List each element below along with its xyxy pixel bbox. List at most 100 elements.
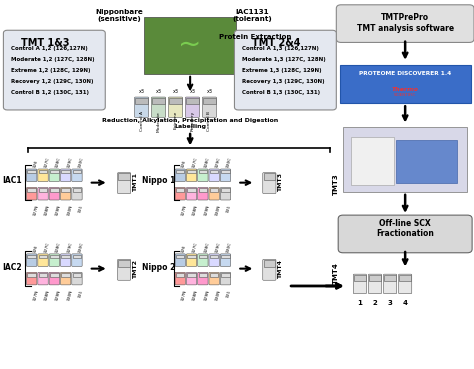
Text: 127C: 127C — [44, 241, 50, 253]
Bar — [187, 273, 196, 277]
Text: 127N: 127N — [181, 204, 188, 217]
FancyBboxPatch shape — [49, 187, 60, 200]
FancyBboxPatch shape — [235, 30, 337, 110]
Bar — [186, 98, 199, 104]
Bar — [400, 275, 411, 281]
Bar — [27, 170, 36, 173]
Text: 128N: 128N — [44, 204, 50, 217]
Bar — [136, 98, 148, 104]
Text: Extreme 1,3 (128C, 129N): Extreme 1,3 (128C, 129N) — [242, 68, 322, 73]
Text: TMT4: TMT4 — [278, 260, 283, 279]
Text: 130C: 130C — [77, 241, 84, 253]
FancyBboxPatch shape — [27, 272, 37, 285]
FancyBboxPatch shape — [198, 187, 208, 200]
Bar — [50, 188, 59, 192]
Bar — [144, 17, 236, 74]
Bar — [176, 255, 184, 258]
Text: 129C: 129C — [215, 241, 221, 253]
Text: Recovery: Recovery — [191, 111, 194, 131]
FancyBboxPatch shape — [175, 187, 185, 200]
Bar — [27, 188, 36, 192]
FancyBboxPatch shape — [337, 5, 474, 42]
FancyBboxPatch shape — [38, 187, 48, 200]
FancyBboxPatch shape — [175, 169, 185, 182]
Bar — [73, 170, 81, 173]
FancyBboxPatch shape — [353, 274, 366, 294]
Bar — [73, 273, 81, 277]
FancyBboxPatch shape — [49, 272, 60, 285]
Text: 127C: 127C — [192, 156, 199, 168]
Text: TMT3: TMT3 — [278, 173, 283, 192]
Text: x3: x3 — [173, 89, 179, 94]
Bar — [73, 255, 81, 258]
Text: 127N: 127N — [181, 289, 188, 301]
Bar — [210, 170, 219, 173]
Text: Extreme: Extreme — [173, 111, 178, 129]
Text: 4: 4 — [402, 300, 408, 306]
Bar — [339, 65, 471, 103]
FancyBboxPatch shape — [198, 272, 208, 285]
Text: 129N: 129N — [55, 289, 62, 301]
Bar — [354, 275, 365, 281]
Bar — [50, 170, 59, 173]
Text: x3: x3 — [155, 89, 162, 94]
Text: 129N: 129N — [55, 204, 62, 217]
Text: 128C: 128C — [55, 241, 62, 253]
Text: 127C: 127C — [44, 156, 50, 168]
Text: Nipponbare
(sensitive): Nipponbare (sensitive) — [96, 9, 143, 22]
Text: Recovery 1,2 (129C, 130N): Recovery 1,2 (129C, 130N) — [11, 79, 93, 85]
FancyBboxPatch shape — [152, 97, 165, 117]
Text: Control B 1,3 (130C, 131): Control B 1,3 (130C, 131) — [242, 90, 320, 96]
Bar — [27, 273, 36, 277]
Bar — [27, 255, 36, 258]
FancyBboxPatch shape — [135, 97, 149, 117]
Text: 131: 131 — [226, 289, 232, 298]
Text: TMT4: TMT4 — [333, 262, 338, 284]
FancyBboxPatch shape — [399, 274, 412, 294]
Text: Control A: Control A — [139, 111, 144, 131]
Text: 130N: 130N — [215, 289, 221, 301]
Text: TMT1: TMT1 — [133, 173, 137, 192]
Text: 129N: 129N — [203, 204, 210, 217]
Text: x3: x3 — [190, 89, 195, 94]
Text: 130N: 130N — [66, 289, 73, 301]
Text: Control A 1,2 (126,127N): Control A 1,2 (126,127N) — [11, 46, 88, 51]
Text: x3: x3 — [207, 89, 212, 94]
Text: 126: 126 — [181, 244, 187, 253]
Text: 129C: 129C — [66, 156, 73, 168]
FancyBboxPatch shape — [38, 272, 48, 285]
Text: IAC1: IAC1 — [2, 176, 22, 185]
Bar — [199, 170, 207, 173]
Bar — [39, 188, 47, 192]
Bar — [264, 260, 275, 266]
Bar — [221, 188, 230, 192]
Bar — [39, 170, 47, 173]
FancyBboxPatch shape — [38, 169, 48, 182]
Text: Extreme 1,2 (128C, 129N): Extreme 1,2 (128C, 129N) — [11, 68, 91, 73]
Bar — [39, 273, 47, 277]
Text: 129C: 129C — [66, 241, 73, 253]
Bar — [384, 275, 396, 281]
Text: x3: x3 — [138, 89, 145, 94]
FancyBboxPatch shape — [202, 97, 217, 117]
Text: 131: 131 — [226, 204, 232, 213]
Text: Thermo: Thermo — [392, 87, 419, 92]
Text: Protein Extraction: Protein Extraction — [219, 34, 292, 40]
Bar — [199, 273, 207, 277]
FancyBboxPatch shape — [72, 169, 82, 182]
Bar — [369, 275, 381, 281]
Text: 126: 126 — [32, 159, 38, 168]
Bar — [343, 127, 467, 192]
Text: 130N: 130N — [215, 204, 221, 217]
FancyBboxPatch shape — [263, 173, 276, 193]
Text: 131: 131 — [77, 289, 83, 298]
Text: 131: 131 — [77, 204, 83, 213]
Bar — [264, 173, 275, 180]
Bar — [73, 188, 81, 192]
FancyBboxPatch shape — [209, 169, 219, 182]
FancyBboxPatch shape — [338, 215, 472, 253]
Text: TMT3: TMT3 — [333, 174, 338, 195]
FancyBboxPatch shape — [175, 272, 185, 285]
FancyBboxPatch shape — [49, 254, 60, 266]
FancyBboxPatch shape — [220, 254, 231, 266]
